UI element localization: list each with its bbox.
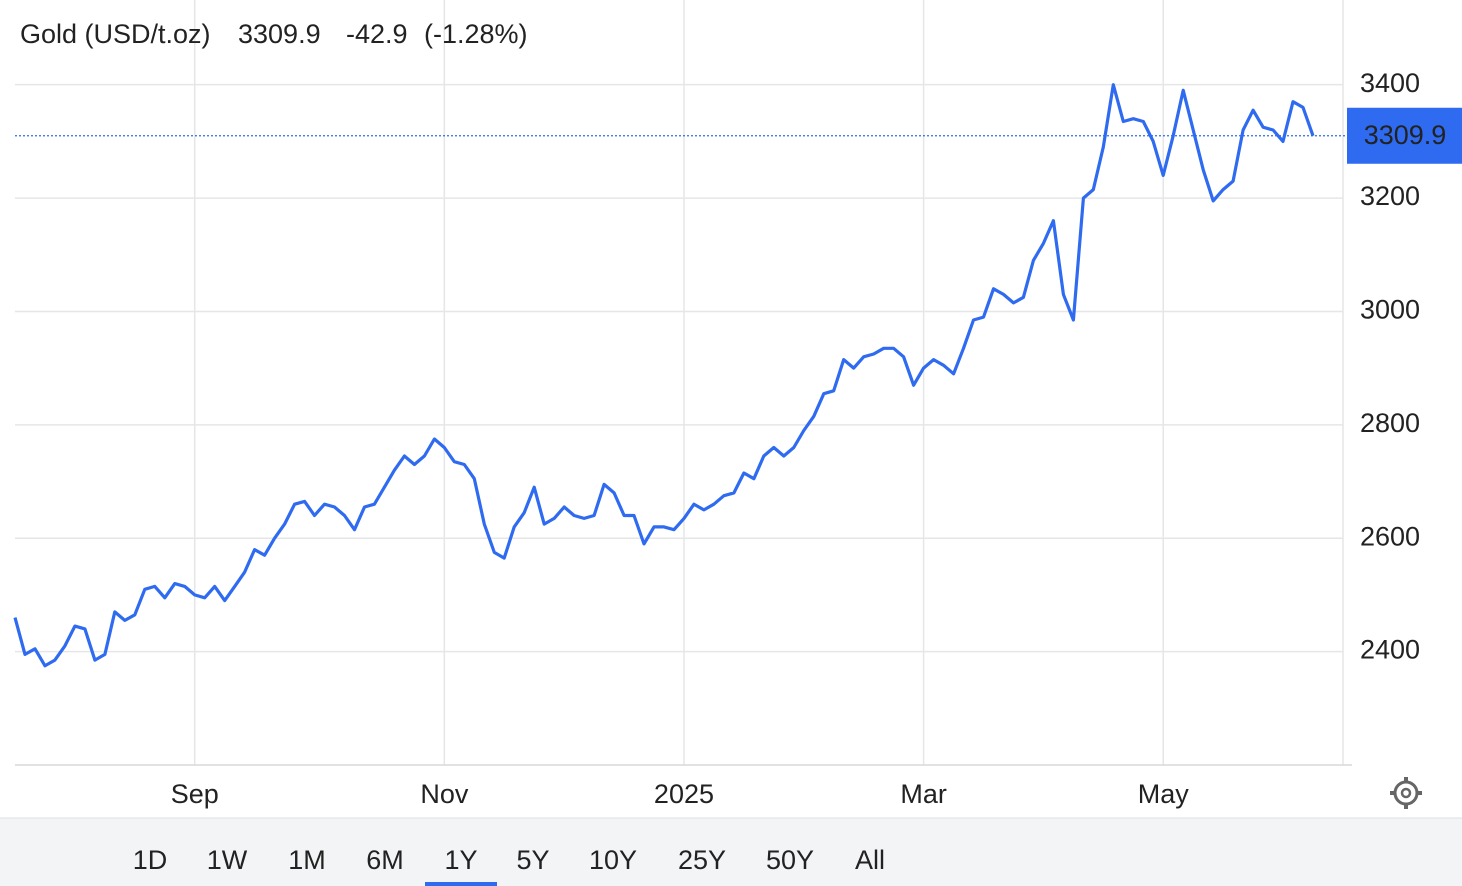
active-tab-underline <box>425 882 497 886</box>
y-tick-label: 2800 <box>1360 408 1420 438</box>
price-line <box>13 83 1315 668</box>
price-change-pct: (-1.28%) <box>424 19 528 49</box>
range-tab[interactable]: 6M <box>366 845 404 875</box>
range-tab[interactable]: 1Y <box>444 845 477 875</box>
range-tab[interactable]: 25Y <box>678 845 726 875</box>
x-tick-label: 2025 <box>654 779 714 809</box>
tab-bar <box>0 818 1462 886</box>
range-tab[interactable]: 1W <box>207 845 248 875</box>
gear-ring <box>1393 780 1419 806</box>
y-tick-label: 3400 <box>1360 68 1420 98</box>
range-tab[interactable]: 5Y <box>516 845 549 875</box>
y-tick-label: 3200 <box>1360 181 1420 211</box>
y-tick-label: 2600 <box>1360 521 1420 551</box>
range-tab[interactable]: 10Y <box>589 845 637 875</box>
range-tab[interactable]: All <box>855 845 885 875</box>
header-price: 3309.9 <box>238 19 321 49</box>
range-tab[interactable]: 1M <box>288 845 326 875</box>
y-tick-label: 3000 <box>1360 295 1420 325</box>
x-tick-label: Sep <box>171 779 219 809</box>
x-tick-label: Nov <box>420 779 469 809</box>
x-tick-label: May <box>1138 779 1190 809</box>
last-price-badge <box>1347 107 1462 164</box>
plot: 2400 2600 2800 3000 3200 3400 Sep Nov 2025 Mar May… <box>13 0 1462 809</box>
range-tab[interactable]: 1D <box>133 845 168 875</box>
x-tick-label: Mar <box>900 779 947 809</box>
gear-hub <box>1400 787 1412 799</box>
price-change: -42.9 <box>346 19 408 49</box>
last-price-label: 3309.9 <box>1364 120 1447 150</box>
range-tab[interactable]: 50Y <box>766 845 814 875</box>
instrument-name: Gold (USD/t.oz) <box>20 19 211 49</box>
settings-icon[interactable] <box>1390 777 1422 809</box>
gear-teeth <box>1390 777 1422 809</box>
y-tick-label: 2400 <box>1360 635 1420 665</box>
